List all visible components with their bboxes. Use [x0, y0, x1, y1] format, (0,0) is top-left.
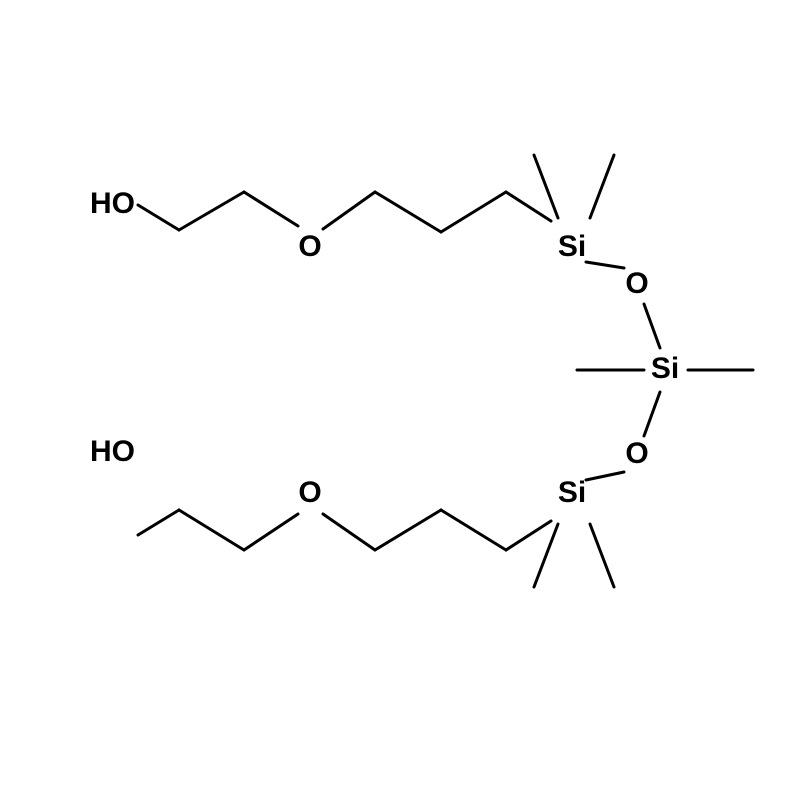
atom-label-HO: HO — [90, 187, 135, 220]
bond — [534, 155, 558, 218]
bond — [590, 524, 614, 587]
atom-label-O: O — [625, 437, 648, 470]
bond — [644, 392, 660, 436]
bond — [179, 192, 244, 230]
bond — [644, 304, 660, 348]
bond — [586, 472, 624, 480]
bond — [244, 192, 298, 226]
bond — [506, 192, 551, 221]
bond — [323, 514, 375, 550]
atom-label-O: O — [625, 267, 648, 300]
bond — [138, 205, 179, 230]
bond — [534, 524, 558, 587]
atom-label-HO: HO — [90, 435, 135, 468]
bond — [375, 192, 441, 232]
bond — [590, 155, 614, 218]
bond — [506, 521, 551, 550]
bond — [375, 510, 441, 550]
atom-label-O: O — [298, 476, 321, 509]
chemical-structure-diagram: HO O Si O Si O Si O HO — [0, 0, 800, 800]
atom-label-Si: Si — [558, 230, 586, 263]
bond — [441, 510, 506, 550]
atom-label-Si: Si — [651, 352, 679, 385]
bond — [586, 262, 624, 268]
bond — [244, 514, 298, 550]
atom-label-Si: Si — [558, 476, 586, 509]
atoms-layer: HO O Si O Si O Si O HO — [90, 187, 679, 509]
bond — [179, 510, 244, 550]
bond — [323, 192, 375, 229]
bond — [138, 510, 179, 535]
bond — [441, 192, 506, 232]
atom-label-O: O — [298, 230, 321, 263]
